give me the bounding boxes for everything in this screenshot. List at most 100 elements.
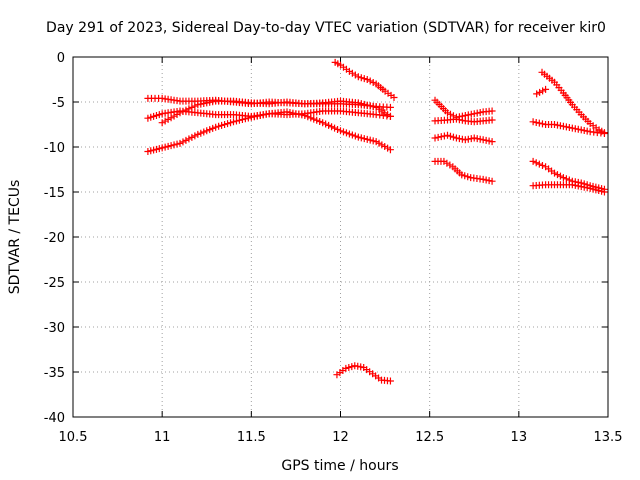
data-point xyxy=(170,112,178,120)
data-point xyxy=(173,110,181,118)
data-point xyxy=(556,122,564,130)
series-track-8 xyxy=(431,115,496,126)
data-point xyxy=(535,160,543,168)
data-point xyxy=(467,110,475,118)
data-point xyxy=(551,169,558,177)
data-point xyxy=(310,115,318,123)
data-point xyxy=(179,138,187,146)
data-point xyxy=(363,135,371,143)
data-point xyxy=(328,123,336,131)
y-tick-label: -5 xyxy=(52,96,65,111)
data-point xyxy=(354,133,362,141)
data-point xyxy=(188,103,196,111)
data-point xyxy=(345,364,353,371)
data-point xyxy=(386,103,394,111)
data-point xyxy=(325,121,333,129)
data-point xyxy=(206,98,214,106)
data-point xyxy=(559,174,567,182)
data-point xyxy=(357,134,365,142)
data-point xyxy=(542,85,550,93)
data-point xyxy=(565,124,573,131)
data-point xyxy=(244,114,252,122)
data-point xyxy=(227,119,235,127)
data-point xyxy=(464,173,472,181)
series-track-9 xyxy=(431,131,496,146)
data-point xyxy=(170,141,178,149)
data-point xyxy=(386,146,394,154)
data-point xyxy=(461,172,469,180)
data-point xyxy=(221,121,229,128)
data-point xyxy=(292,110,300,118)
y-tick-label: -40 xyxy=(44,411,65,426)
data-point xyxy=(331,124,339,132)
data-point xyxy=(304,113,312,121)
data-point xyxy=(488,138,496,146)
data-point xyxy=(238,116,246,124)
data-point xyxy=(301,112,309,119)
y-tick-label: -35 xyxy=(44,366,65,381)
data-point xyxy=(363,76,371,83)
data-point xyxy=(348,131,356,139)
data-point xyxy=(437,133,445,141)
series-track-15 xyxy=(529,181,608,196)
series-track-4 xyxy=(144,108,394,155)
data-point xyxy=(167,142,175,150)
series-track-3 xyxy=(158,97,394,127)
data-point xyxy=(488,116,496,124)
data-point xyxy=(366,77,374,85)
data-point xyxy=(241,115,249,123)
x-axis-label: GPS time / hours xyxy=(281,458,398,474)
y-tick-label: -20 xyxy=(44,231,65,246)
data-point xyxy=(200,128,208,136)
data-point xyxy=(529,118,537,126)
data-point xyxy=(218,121,226,129)
data-point xyxy=(348,363,356,371)
data-point xyxy=(164,115,172,123)
data-point xyxy=(176,139,184,147)
data-point xyxy=(235,116,243,124)
data-point xyxy=(360,135,368,143)
data-point xyxy=(206,126,214,134)
data-point xyxy=(319,119,327,127)
data-point xyxy=(369,137,377,145)
data-point xyxy=(533,90,541,98)
data-point xyxy=(209,124,217,132)
x-tick-label: 11 xyxy=(154,430,171,445)
y-axis-label: SDTVAR / TECUs xyxy=(7,180,23,295)
series-track-11 xyxy=(533,85,550,98)
data-point xyxy=(369,79,377,86)
data-point xyxy=(538,120,546,128)
data-point xyxy=(158,144,166,152)
data-point xyxy=(334,125,342,133)
data-point xyxy=(307,114,315,122)
data-point xyxy=(176,109,184,117)
data-point xyxy=(262,110,270,118)
x-axis-tick-labels: 10.5 11 11.5 12 12.5 13 13.5 xyxy=(59,430,623,445)
x-tick-label: 13 xyxy=(511,430,528,445)
y-axis-tick-labels: 0 -5 -10 -15 -20 -25 -30 -35 -40 xyxy=(44,51,65,426)
data-point xyxy=(158,119,166,127)
data-point xyxy=(182,136,190,144)
data-point xyxy=(529,157,537,165)
data-point xyxy=(313,116,321,124)
data-point xyxy=(366,136,374,144)
series-track-12 xyxy=(538,68,608,137)
y-tick-label: -15 xyxy=(44,186,65,201)
data-point xyxy=(536,88,544,96)
data-point xyxy=(556,172,564,180)
data-point xyxy=(431,134,439,142)
data-point xyxy=(230,118,237,126)
data-point xyxy=(538,161,546,169)
x-tick-label: 10.5 xyxy=(59,430,88,445)
data-point xyxy=(488,107,496,115)
data-point xyxy=(351,132,359,140)
data-series xyxy=(144,58,608,385)
data-point xyxy=(360,75,368,83)
data-point xyxy=(224,120,232,128)
data-point xyxy=(532,118,540,126)
data-point xyxy=(600,130,608,137)
data-point xyxy=(562,175,570,183)
data-point xyxy=(212,123,220,131)
series-track-6 xyxy=(333,362,394,385)
